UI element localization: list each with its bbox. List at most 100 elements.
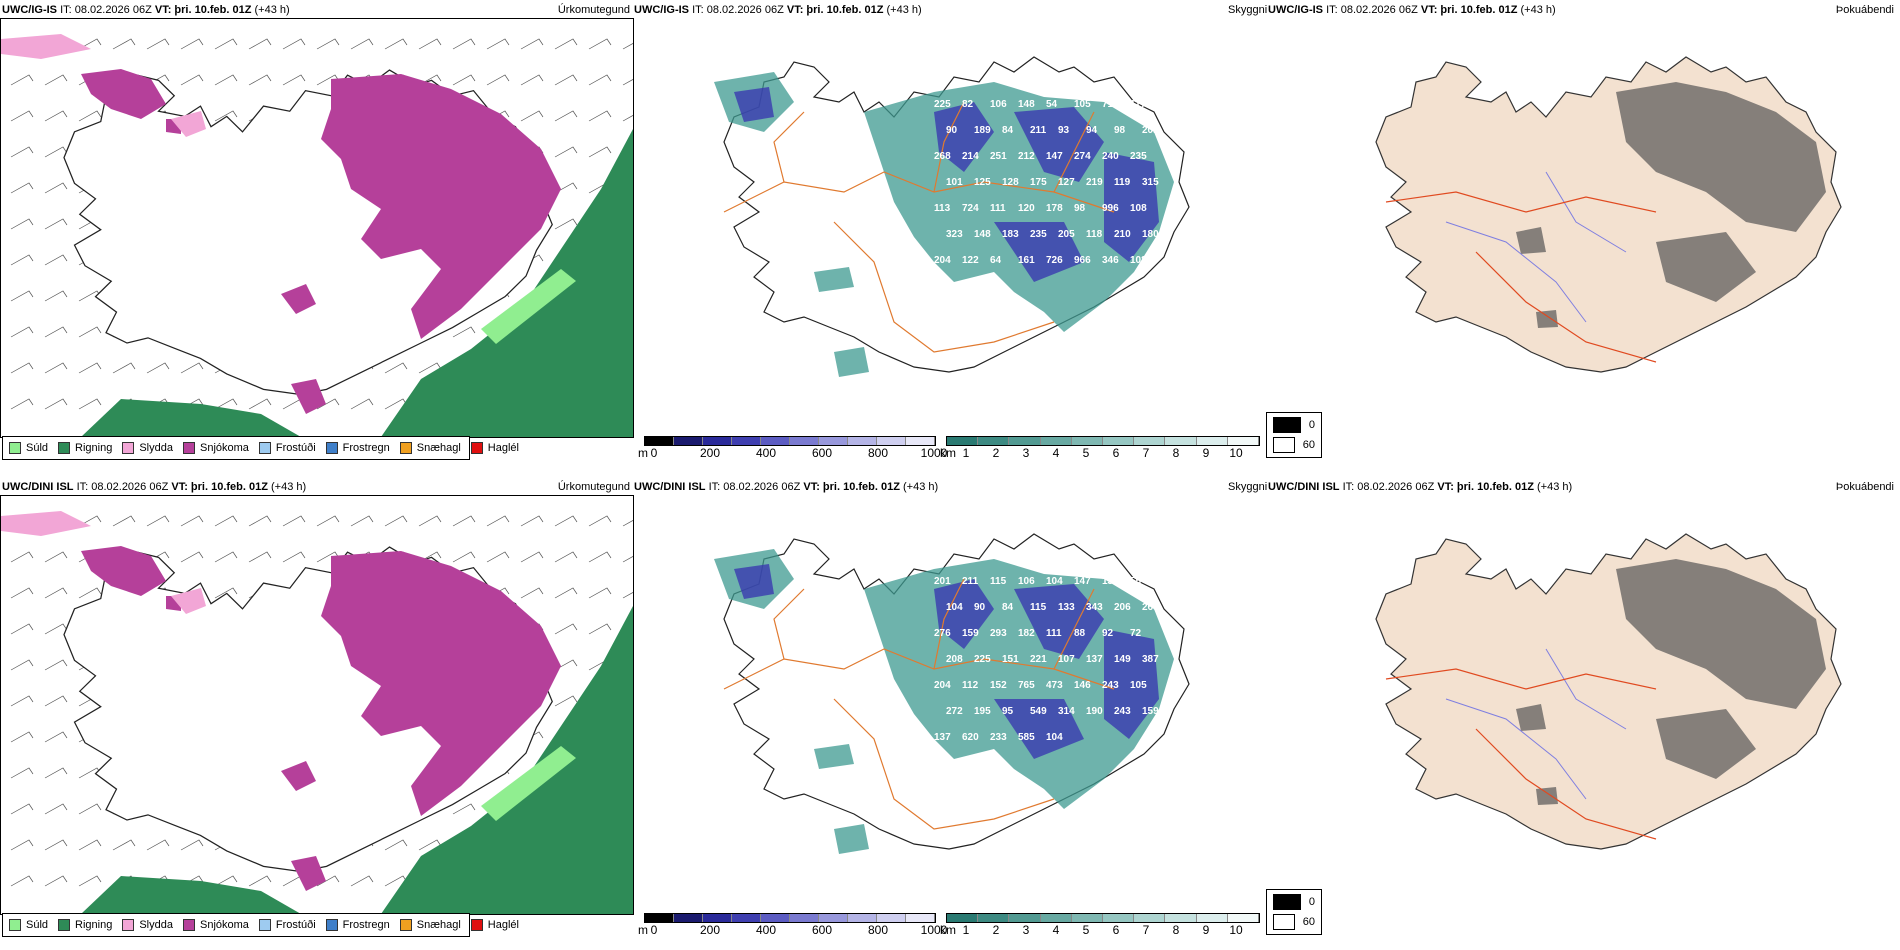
scale-tick: 4 bbox=[1052, 446, 1060, 460]
wind-barb bbox=[10, 659, 34, 671]
wind-barb bbox=[520, 110, 544, 122]
wind-barb bbox=[520, 587, 544, 599]
precip-map[interactable] bbox=[0, 495, 634, 915]
scale-tick: 1000 bbox=[920, 446, 948, 460]
vt-label: VT: bbox=[1420, 4, 1441, 16]
precip-type-panel[interactable]: UWC/DINI ISL IT: 08.02.2026 06Z VT: þri.… bbox=[0, 477, 634, 947]
panel-header: UWC/DINI ISL IT: 08.02.2026 06Z VT: þri.… bbox=[1268, 481, 1572, 493]
visibility-value-label: 195 bbox=[974, 706, 991, 717]
wind-barb bbox=[452, 515, 476, 527]
wind-barb bbox=[214, 74, 238, 86]
scale-step bbox=[906, 914, 935, 922]
road-line bbox=[1475, 251, 1657, 363]
wind-barb bbox=[214, 587, 238, 599]
wind-barb bbox=[316, 398, 340, 410]
legend-swatch bbox=[182, 919, 195, 931]
wind-barb bbox=[10, 839, 34, 851]
vt-label: VT: bbox=[786, 4, 807, 16]
panel-header: UWC/DINI ISL IT: 08.02.2026 06Z VT: þri.… bbox=[634, 481, 938, 493]
scale-step bbox=[645, 437, 674, 445]
legend-label: Súld bbox=[26, 919, 49, 931]
visibility-value-label: 315 bbox=[1142, 177, 1159, 188]
scale-tick: 200 bbox=[699, 923, 721, 937]
lead-time: (+43 h) bbox=[1537, 481, 1573, 493]
wind-barb bbox=[214, 551, 238, 563]
wind-barb bbox=[452, 803, 476, 815]
lead-time: (+43 h) bbox=[271, 481, 307, 493]
scale-step bbox=[1134, 914, 1166, 922]
wind-barb bbox=[44, 875, 68, 887]
visibility-value-label: 243 bbox=[1114, 706, 1131, 717]
visibility-value-label: 147 bbox=[1074, 576, 1091, 587]
visibility-panel[interactable]: UWC/DINI ISL IT: 08.02.2026 06Z VT: þri.… bbox=[634, 477, 1268, 947]
low-visibility-area bbox=[934, 102, 994, 172]
visibility-scale-km-ticks: km 1 2 3 4 5 6 7 8 9 10 bbox=[940, 446, 1266, 460]
scale-step bbox=[790, 437, 819, 445]
visibility-value-label: 72 bbox=[1130, 628, 1142, 639]
precip-map[interactable] bbox=[0, 18, 634, 438]
precip-legend-item: Snæhagl bbox=[399, 442, 461, 454]
visibility-value-label: 104 bbox=[1046, 576, 1063, 587]
visibility-value-label: 323 bbox=[946, 229, 963, 240]
wind-barb bbox=[350, 515, 374, 527]
snowfall-area bbox=[281, 761, 316, 791]
visibility-value-label: 233 bbox=[990, 732, 1007, 743]
wind-barb bbox=[452, 74, 476, 86]
fog-index-panel[interactable]: UWC/IG-IS IT: 08.02.2026 06Z VT: þri. 10… bbox=[1266, 0, 1900, 470]
visibility-value-label: 204 bbox=[934, 255, 951, 266]
scale-tick: 2 bbox=[992, 446, 1000, 460]
scale-step bbox=[978, 914, 1010, 922]
legend-swatch bbox=[1273, 417, 1301, 433]
visibility-value-label: 161 bbox=[1018, 255, 1035, 266]
visibility-map[interactable]: 225 82 106 148 54 105 71 117 90 189 84 211 93 94 98 201… bbox=[634, 22, 1266, 432]
sleet-area bbox=[1, 511, 91, 536]
legend-swatch bbox=[122, 442, 135, 454]
visibility-panel[interactable]: UWC/IG-IS IT: 08.02.2026 06Z VT: þri. 10… bbox=[634, 0, 1268, 470]
road-line bbox=[1385, 191, 1657, 213]
wind-barb bbox=[418, 38, 442, 50]
wind-barb bbox=[10, 110, 34, 122]
wind-barb bbox=[10, 326, 34, 338]
visibility-value-label: 549 bbox=[1030, 706, 1047, 717]
visibility-map[interactable]: 201 211 115 106 104 147 133 55 104 90 84 115 133 343 2… bbox=[634, 499, 1266, 909]
wind-barb bbox=[44, 551, 68, 563]
wind-barb bbox=[180, 38, 204, 50]
wind-barb bbox=[44, 623, 68, 635]
visibility-value-label: 240 bbox=[1102, 151, 1119, 162]
wind-barb bbox=[350, 38, 374, 50]
scale-tick: 8 bbox=[1172, 923, 1180, 937]
visibility-value-label: 137 bbox=[1086, 654, 1103, 665]
legend-swatch bbox=[122, 919, 135, 931]
wind-barb bbox=[10, 146, 34, 158]
fog-map[interactable] bbox=[1326, 499, 1900, 909]
visibility-value-label: 54 bbox=[1046, 99, 1058, 110]
precip-legend-item: Snjókoma bbox=[182, 919, 249, 931]
legend-label: Súld bbox=[26, 442, 49, 454]
road-line bbox=[1053, 111, 1095, 193]
wind-barb bbox=[520, 74, 544, 86]
wind-barb bbox=[486, 515, 510, 527]
visibility-value-label: 314 bbox=[1058, 706, 1075, 717]
vt-label: VT: bbox=[803, 481, 823, 493]
visibility-scale-km-ticks: km 1 2 3 4 5 6 7 8 9 10 bbox=[940, 923, 1266, 937]
sleet-area bbox=[171, 111, 206, 137]
visibility-value-label: 235 bbox=[1030, 229, 1047, 240]
fog-map[interactable] bbox=[1326, 22, 1900, 432]
road-line bbox=[1053, 588, 1095, 670]
scale-tick: 7 bbox=[1142, 923, 1150, 937]
low-visibility-area bbox=[994, 699, 1084, 759]
wind-barb bbox=[112, 839, 136, 851]
scale-step bbox=[1071, 437, 1104, 445]
visibility-panel-title: Skyggni bbox=[1228, 481, 1268, 493]
visibility-value-label: 98 bbox=[1074, 203, 1086, 214]
visibility-value-label: 225 bbox=[974, 654, 991, 665]
snowfall-area bbox=[291, 856, 326, 891]
it-value: 08.02.2026 06Z bbox=[706, 4, 787, 16]
visibility-value-label: 387 bbox=[1142, 654, 1159, 665]
precip-type-panel[interactable]: UWC/IG-IS IT: 08.02.2026 06Z VT: þri. 10… bbox=[0, 0, 634, 470]
vt-value: þri. 10.feb. 01Z bbox=[174, 4, 255, 16]
legend-swatch bbox=[399, 919, 412, 931]
fog-index-panel[interactable]: UWC/DINI ISL IT: 08.02.2026 06Z VT: þri.… bbox=[1266, 477, 1900, 947]
it-value: 08.02.2026 06Z bbox=[723, 481, 804, 493]
scale-unit: m bbox=[638, 923, 648, 937]
